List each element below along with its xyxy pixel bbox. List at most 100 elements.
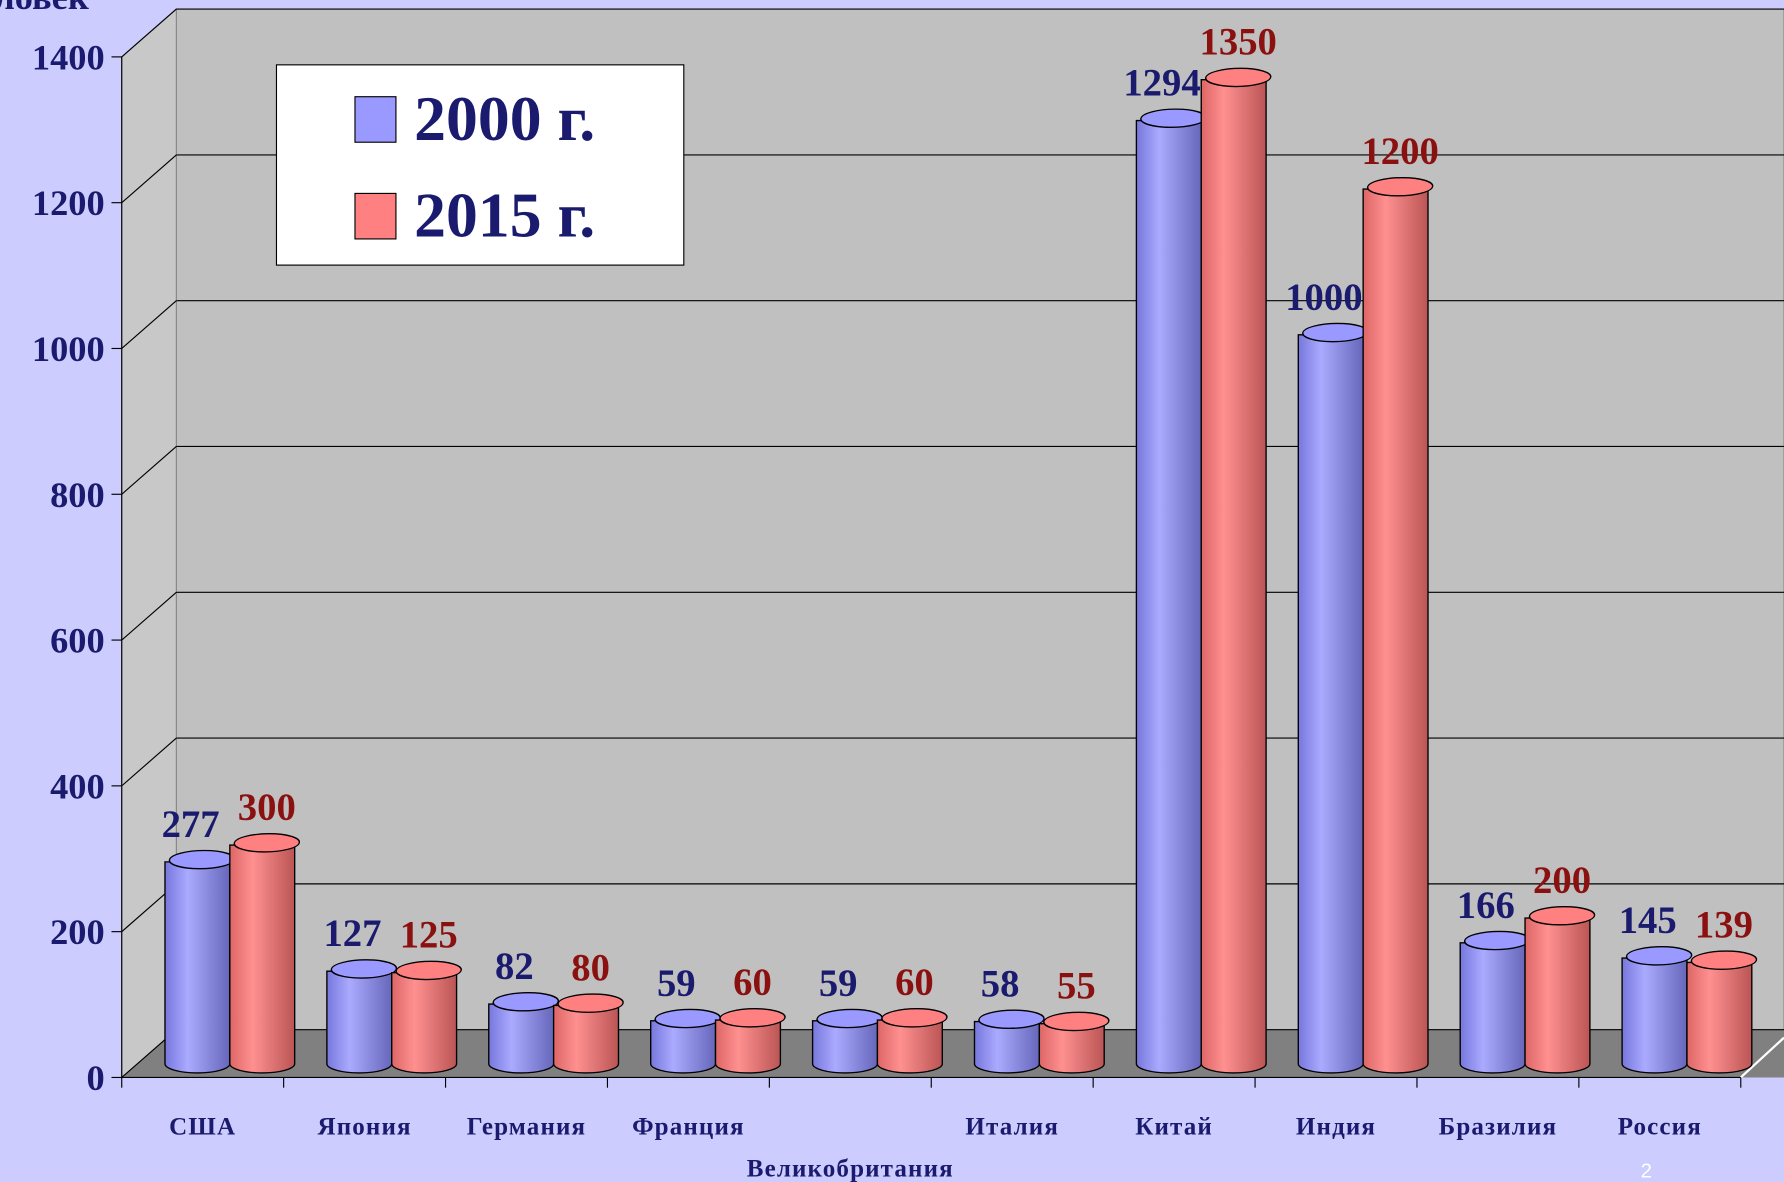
bar (973, 1009, 1045, 1074)
x-tick-label: Великобритания (747, 1155, 954, 1182)
y-tick-label: 800 (50, 475, 105, 515)
bar-body (650, 1020, 717, 1074)
bar-top (1204, 67, 1272, 88)
bar-top (395, 960, 462, 981)
page-number: 2 (1641, 1160, 1652, 1182)
y-tick-label: 600 (50, 621, 105, 661)
value-label: 277 (162, 804, 220, 846)
bar (326, 959, 398, 1074)
bar (714, 1008, 786, 1074)
bar-body (1621, 957, 1688, 1074)
y-tick-label: 400 (50, 766, 105, 806)
grid-line (121, 446, 177, 495)
bar-top (1625, 946, 1693, 966)
bar-body (1297, 334, 1364, 1074)
value-label: 139 (1695, 904, 1753, 946)
bar (1524, 905, 1596, 1074)
bar-top (881, 1008, 948, 1028)
bar-body (973, 1020, 1041, 1074)
value-label: 1350 (1200, 22, 1277, 64)
bar-top (330, 959, 398, 979)
value-label: 60 (733, 962, 772, 1004)
bar (229, 833, 301, 1074)
x-tick-label: США (169, 1113, 236, 1140)
bar-body (714, 1019, 782, 1074)
value-label: 300 (238, 787, 296, 829)
x-tick-label: Германия (467, 1113, 587, 1140)
value-label: 59 (819, 963, 858, 1005)
bar-body (811, 1020, 879, 1074)
value-label: 59 (657, 963, 696, 1005)
bar-body (326, 970, 393, 1074)
grid-line (121, 591, 177, 641)
legend-swatch (354, 192, 397, 240)
bar-top (1366, 176, 1434, 197)
grid-line (121, 8, 177, 58)
bar-body (552, 1004, 620, 1074)
value-label: 1294 (1123, 62, 1200, 104)
bar-body (1459, 942, 1526, 1074)
value-label: 55 (1057, 966, 1096, 1008)
grid-line (121, 154, 177, 204)
bar-body (1362, 188, 1429, 1074)
bar-top (1043, 1011, 1110, 1032)
bar-body (164, 861, 231, 1074)
bar-top (233, 833, 301, 853)
bar (876, 1008, 948, 1074)
y-axis-label: ловек (0, 0, 89, 17)
bar-body (1686, 961, 1753, 1074)
bar (1038, 1011, 1110, 1074)
y-tick-label: 200 (50, 912, 105, 952)
bar (1459, 930, 1531, 1074)
bar (650, 1008, 721, 1074)
bar (1621, 946, 1693, 1074)
bar (1297, 322, 1369, 1074)
value-label: 80 (571, 947, 610, 989)
bar (1135, 108, 1207, 1074)
bar-body (1524, 917, 1591, 1074)
legend-box (275, 64, 685, 266)
bar (488, 991, 559, 1074)
value-label: 58 (981, 963, 1020, 1005)
value-label: 125 (400, 915, 458, 957)
grid-line (121, 300, 177, 349)
value-label: 145 (1619, 900, 1677, 942)
bar (391, 960, 462, 1074)
value-label: 82 (495, 946, 534, 988)
bar-top (719, 1008, 786, 1028)
bar-top (492, 991, 559, 1012)
bar (811, 1008, 883, 1074)
bar-body (1135, 119, 1202, 1074)
bar (164, 849, 236, 1074)
x-tick-label: Япония (318, 1113, 412, 1140)
value-label: 1000 (1285, 277, 1362, 319)
y-tick-label: 1000 (32, 329, 105, 369)
x-tick-label: Франция (632, 1113, 745, 1140)
x-tick-label: Россия (1618, 1113, 1702, 1140)
bar-top (1528, 905, 1596, 926)
bar-top (1690, 950, 1758, 970)
y-tick-label: 1400 (32, 37, 105, 77)
bar-body (1200, 79, 1267, 1074)
legend-label: 2000 г. (414, 83, 595, 154)
bar (552, 993, 624, 1074)
x-tick-label: Индия (1296, 1113, 1376, 1140)
legend-swatch (354, 96, 397, 143)
bar-body (229, 844, 296, 1074)
x-tick-label: Бразилия (1439, 1113, 1558, 1140)
value-label: 166 (1457, 885, 1515, 927)
bar (1686, 950, 1758, 1074)
bar-top (557, 993, 624, 1013)
bar-top (978, 1009, 1045, 1030)
value-label: 1200 (1361, 131, 1438, 173)
y-tick-label: 1200 (32, 183, 105, 223)
bar (1362, 176, 1434, 1074)
x-tick-label: Италия (965, 1113, 1059, 1140)
bar-body (488, 1003, 555, 1074)
bar-body (391, 972, 458, 1074)
y-tick-label: 0 (86, 1058, 104, 1098)
bar-body (876, 1019, 943, 1074)
grid-line (121, 737, 177, 787)
value-label: 60 (895, 962, 934, 1004)
